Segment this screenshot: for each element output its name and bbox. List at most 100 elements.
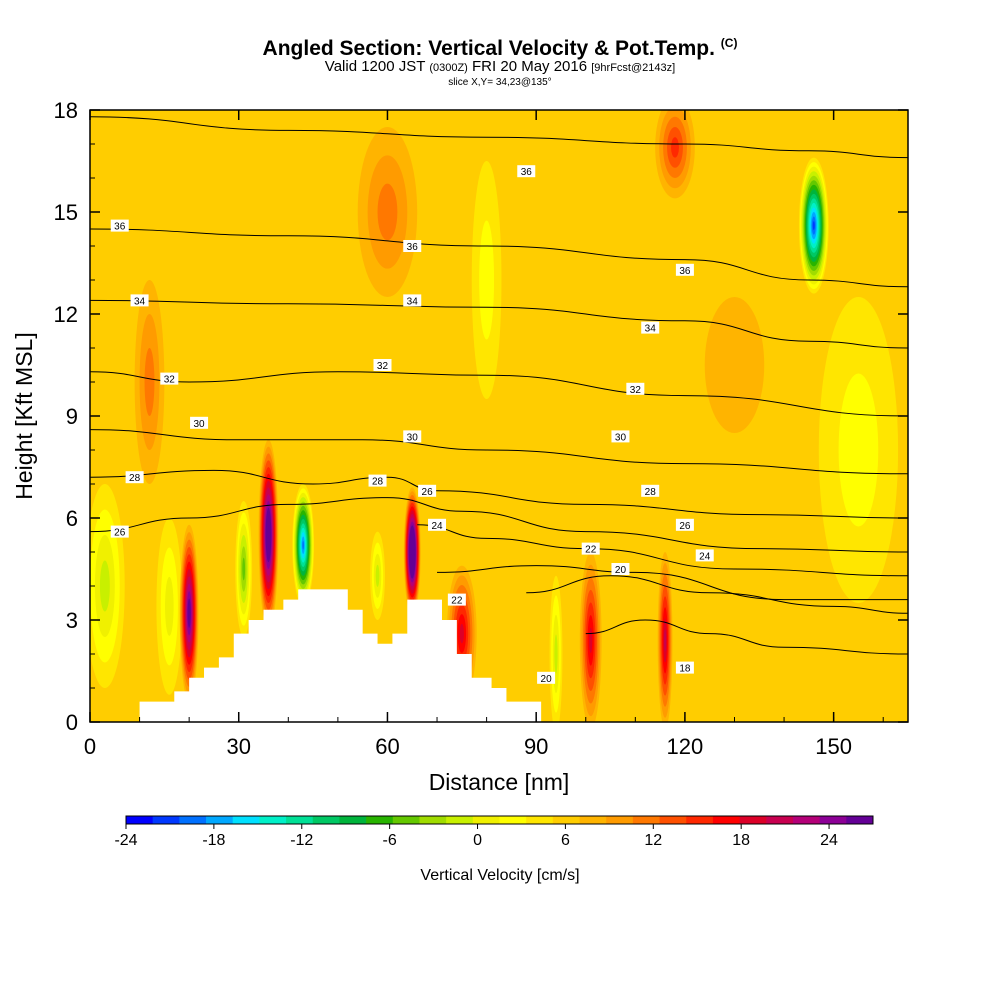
- y-tick-label: 15: [54, 200, 78, 225]
- valid-time-utc: (0300Z): [429, 62, 468, 74]
- colorbar-label: Vertical Velocity [cm/s]: [420, 867, 579, 884]
- contour-label: 22: [585, 545, 597, 556]
- colorbar-swatch: [472, 816, 500, 824]
- velocity-cell: [292, 484, 315, 607]
- contour-label: 30: [194, 419, 206, 430]
- contour-label: 22: [451, 596, 463, 607]
- colorbar-swatch: [766, 816, 794, 824]
- contour-label: 30: [615, 432, 627, 443]
- x-tick-label: 0: [84, 734, 96, 759]
- velocity-cell: [403, 487, 421, 617]
- colorbar-swatch: [579, 816, 607, 824]
- y-tick-label: 9: [66, 404, 78, 429]
- contour-label: 30: [407, 432, 419, 443]
- isentrope-line: [90, 299, 908, 349]
- terrain-shape: [139, 589, 542, 722]
- colorbar-tick-label: -18: [202, 832, 225, 849]
- colorbar-tick-label: -12: [290, 832, 313, 849]
- colorbar-tick-label: 18: [732, 832, 750, 849]
- contour-label: 24: [431, 521, 443, 532]
- contour-label-bg: [641, 321, 660, 334]
- colorbar-swatch: [846, 816, 874, 824]
- contour-label: 36: [679, 266, 691, 277]
- contour-label-bg: [611, 430, 630, 443]
- contour-label-bg: [428, 518, 447, 531]
- colorbar-swatch: [392, 816, 420, 824]
- y-tick-label: 0: [66, 710, 78, 735]
- colorbar-swatch: [339, 816, 367, 824]
- contour-label: 36: [407, 242, 419, 253]
- colorbar-swatch: [152, 816, 180, 824]
- contour-label-bg: [190, 416, 209, 429]
- contour-label: 32: [377, 361, 389, 372]
- contour-label-bg: [447, 593, 466, 606]
- velocity-field: [90, 110, 908, 722]
- isentrope-line: [90, 429, 908, 475]
- velocity-band: [165, 576, 174, 636]
- contour-label: 20: [615, 565, 627, 576]
- velocity-cell: [179, 524, 199, 702]
- colorbar-swatch: [366, 816, 394, 824]
- colorbar-swatch: [286, 816, 314, 824]
- contour-label-bg: [110, 525, 129, 538]
- contour-label-bg: [675, 518, 694, 531]
- velocity-band: [377, 183, 398, 241]
- field-background: [90, 110, 908, 722]
- velocity-band: [188, 605, 190, 621]
- contour-label-bg: [373, 359, 392, 371]
- velocity-cell: [235, 501, 253, 637]
- velocity-band: [242, 557, 246, 581]
- contour-label-bg: [641, 484, 660, 497]
- y-axis-label: Height [Kft MSL]: [11, 332, 37, 499]
- y-tick-label: 12: [54, 302, 78, 327]
- x-axis: 0 30 60 90 120 150: [84, 110, 884, 759]
- colorbar-swatch: [206, 816, 234, 824]
- velocity-cell: [156, 518, 183, 695]
- colorbar-swatch: [686, 816, 714, 824]
- x-tick-label: 30: [226, 734, 250, 759]
- velocity-band: [479, 220, 495, 340]
- colorbar-tick-label: 0: [473, 832, 482, 849]
- colorbar-frame: [125, 815, 874, 825]
- contour-label: 20: [541, 674, 553, 685]
- velocity-band: [589, 627, 593, 654]
- velocity-cell: [579, 552, 602, 722]
- contour-label-bg: [626, 382, 645, 395]
- contour-label: 26: [679, 521, 691, 532]
- contour-label-bg: [611, 563, 630, 575]
- contour-label: 34: [645, 324, 657, 335]
- contour-label-bg: [125, 471, 144, 484]
- colorbar-swatch: [446, 816, 474, 824]
- contour-label-bg: [403, 430, 422, 443]
- colorbar-swatch: [526, 816, 554, 824]
- contour-label-bg: [581, 542, 600, 555]
- colorbar-tick-label: -24: [114, 832, 137, 849]
- contour-label-bg: [675, 661, 694, 674]
- x-tick-label: 60: [375, 734, 399, 759]
- colorbar-swatch: [179, 816, 207, 824]
- colorbar-swatch: [659, 816, 687, 824]
- isentrope-line: [526, 575, 908, 614]
- velocity-cell: [258, 439, 279, 631]
- velocity-cell: [471, 161, 502, 399]
- contour-label-bg: [130, 294, 149, 307]
- contour-label: 32: [630, 385, 642, 396]
- isentrope-line: [437, 565, 908, 601]
- x-tick-label: 120: [667, 734, 704, 759]
- velocity-band: [99, 560, 110, 612]
- colorbar-swatch: [499, 816, 527, 824]
- contour-label-bg: [403, 294, 422, 307]
- velocity-band: [375, 564, 380, 587]
- colorbar-tick-label: 6: [561, 832, 570, 849]
- colorbar-swatch: [819, 816, 847, 824]
- contour-label: 28: [129, 473, 141, 484]
- colorbar-swatch: [552, 816, 581, 824]
- contour-label: 26: [422, 487, 434, 498]
- isentrope-line: [90, 116, 908, 159]
- contour-label-bg: [110, 219, 129, 232]
- contour-label-bg: [368, 474, 387, 487]
- chart-title: Angled Section: Vertical Velocity & Pot.…: [0, 36, 1000, 61]
- velocity-band: [838, 373, 879, 527]
